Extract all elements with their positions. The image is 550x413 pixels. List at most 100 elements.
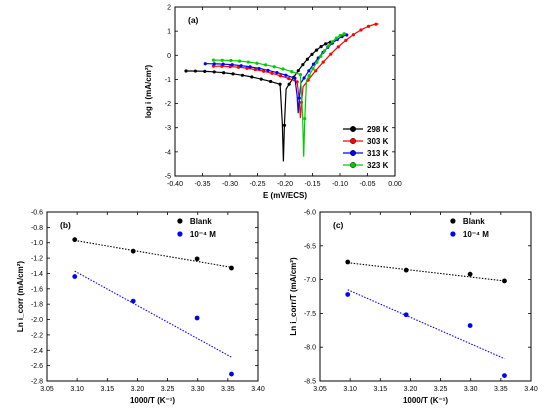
curve-marker bbox=[272, 65, 276, 69]
curve-marker bbox=[345, 33, 349, 37]
curve-marker bbox=[296, 69, 300, 73]
curve-marker bbox=[259, 77, 263, 81]
data-point bbox=[130, 248, 136, 254]
curve-marker bbox=[229, 58, 233, 63]
plot-frame bbox=[46, 211, 259, 382]
curve-marker bbox=[257, 66, 261, 71]
curve-marker bbox=[269, 79, 273, 84]
legend-marker-1 bbox=[177, 231, 183, 237]
curve-marker bbox=[314, 69, 318, 73]
y-tick-label: -5 bbox=[165, 174, 171, 181]
curve-marker bbox=[246, 60, 250, 64]
y-tick-label: -1.0 bbox=[31, 240, 43, 247]
data-point bbox=[229, 265, 234, 271]
legend-marker-1 bbox=[350, 137, 357, 144]
legend-marker-0 bbox=[350, 125, 357, 132]
legend-label-1: 303 K bbox=[367, 137, 389, 146]
curve-marker bbox=[329, 52, 333, 56]
curve-marker bbox=[310, 52, 314, 56]
curve-marker bbox=[374, 22, 378, 26]
y-tick-label: -3 bbox=[165, 125, 171, 132]
x-tick-label: -0.40 bbox=[167, 181, 183, 188]
curve-marker bbox=[231, 72, 235, 76]
curve-marker bbox=[290, 70, 294, 74]
curve-marker bbox=[334, 36, 338, 40]
curve-marker bbox=[203, 62, 207, 66]
x-tick-label: 3.30 bbox=[464, 386, 478, 393]
data-point bbox=[502, 373, 507, 378]
y-tick-label: -1.2 bbox=[31, 256, 43, 263]
legend-marker-1 bbox=[450, 231, 456, 237]
y-tick-label: 1 bbox=[167, 29, 171, 36]
curve-marker bbox=[319, 54, 323, 58]
y-tick-label: -2.4 bbox=[31, 348, 43, 355]
curve-marker bbox=[284, 73, 288, 77]
panel-label: (c) bbox=[333, 220, 344, 230]
x-tick-label: 3.25 bbox=[161, 386, 175, 393]
curve-marker bbox=[250, 75, 254, 79]
data-point bbox=[229, 371, 234, 377]
curve-marker bbox=[270, 71, 274, 75]
tafel-curve-0 bbox=[186, 41, 332, 162]
curve-marker bbox=[275, 71, 279, 75]
x-tick-label: 3.05 bbox=[313, 386, 327, 393]
legend-marker-0 bbox=[450, 218, 456, 224]
curve-marker bbox=[236, 65, 241, 69]
x-axis-label: E (mV/ECS) bbox=[263, 191, 307, 200]
tafel-curve-1 bbox=[213, 23, 379, 119]
x-tick-label: 3.20 bbox=[131, 386, 145, 393]
x-tick-label: 3.10 bbox=[70, 386, 84, 393]
x-axis-label: 1000/T (K⁻¹) bbox=[130, 396, 175, 405]
curve-marker bbox=[342, 32, 346, 36]
curve-marker bbox=[297, 96, 301, 100]
legend-label-0: Blank bbox=[190, 217, 212, 226]
curve-marker bbox=[287, 76, 291, 81]
curve-marker bbox=[330, 40, 335, 44]
curve-marker bbox=[264, 63, 268, 67]
panel-label: (b) bbox=[60, 220, 71, 230]
y-axis-label: Ln i_corr (mA/cm²) bbox=[16, 261, 25, 332]
x-tick-label: 3.40 bbox=[524, 386, 538, 393]
curve-marker bbox=[203, 69, 207, 73]
curve-marker bbox=[240, 73, 245, 77]
legend-label-1: 10⁻⁴ M bbox=[463, 230, 489, 239]
x-tick-label: 0.00 bbox=[388, 181, 402, 188]
legend-label-1: 10⁻⁴ M bbox=[190, 230, 216, 239]
curve-marker bbox=[351, 33, 355, 37]
curve-marker bbox=[307, 69, 311, 73]
curve-marker bbox=[298, 73, 302, 77]
x-tick-label: -0.10 bbox=[332, 181, 348, 188]
fit-line-1 bbox=[74, 270, 232, 358]
plot-frame bbox=[319, 211, 532, 382]
curve-marker bbox=[281, 67, 285, 71]
y-tick-label: -0.6 bbox=[31, 210, 43, 217]
curve-marker bbox=[302, 76, 306, 80]
curve-marker bbox=[326, 44, 331, 48]
curve-marker bbox=[237, 59, 242, 63]
curve-marker bbox=[303, 117, 307, 121]
x-tick-label: -0.20 bbox=[277, 181, 293, 188]
y-axis-label: log i (mA/cm²) bbox=[144, 65, 153, 119]
y-tick-label: -4 bbox=[165, 149, 171, 156]
curve-marker bbox=[336, 45, 340, 49]
y-tick-label: -2 bbox=[165, 101, 171, 108]
x-tick-label: 3.40 bbox=[251, 386, 265, 393]
legend-label-0: Blank bbox=[463, 217, 485, 226]
curve-marker bbox=[338, 33, 342, 38]
data-point bbox=[345, 292, 351, 297]
curve-marker bbox=[287, 82, 291, 86]
x-tick-label: -0.30 bbox=[222, 181, 238, 188]
x-tick-label: 3.10 bbox=[343, 386, 357, 393]
curve-marker bbox=[253, 67, 257, 72]
x-tick-label: -0.15 bbox=[305, 181, 321, 188]
curve-marker bbox=[239, 64, 243, 68]
curve-marker bbox=[314, 48, 319, 52]
curve-marker bbox=[193, 69, 198, 73]
x-tick-label: -0.35 bbox=[195, 181, 211, 188]
y-tick-label: -8.5 bbox=[304, 379, 316, 386]
y-tick-label: -1.8 bbox=[31, 302, 43, 309]
y-tick-label: -2.8 bbox=[31, 379, 43, 386]
y-tick-label: -2.6 bbox=[31, 363, 43, 370]
curve-marker bbox=[278, 82, 282, 86]
curve-marker bbox=[262, 69, 266, 73]
